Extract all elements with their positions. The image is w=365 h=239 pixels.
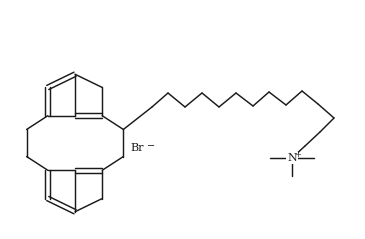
- Text: +: +: [295, 151, 301, 159]
- Text: Br: Br: [130, 143, 143, 153]
- Text: −: −: [147, 141, 155, 151]
- Text: N: N: [287, 153, 297, 163]
